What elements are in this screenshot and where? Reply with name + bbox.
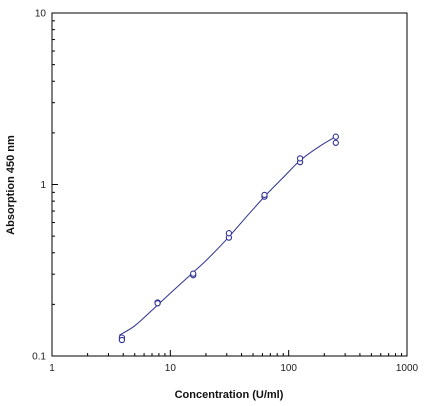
- data-point: [190, 270, 197, 277]
- data-point: [332, 133, 339, 140]
- data-point: [154, 300, 161, 307]
- x-tick-label: 1000: [396, 363, 419, 374]
- plot-frame: [51, 12, 408, 357]
- y-axis-title: Absorption 450 nm: [5, 135, 17, 235]
- x-tick-label: 10: [165, 363, 177, 374]
- data-point: [225, 230, 233, 237]
- data-point: [261, 191, 268, 199]
- data-point: [332, 139, 339, 146]
- y-tick-label: 10: [35, 9, 47, 20]
- x-tick-label: 1: [49, 363, 55, 374]
- x-axis-title: Concentration (U/ml): [175, 389, 284, 401]
- y-tick-label: 0.1: [32, 352, 46, 363]
- data-point: [118, 336, 126, 344]
- x-axis: 1 10 100 1000: [49, 350, 419, 374]
- x-tick-label: 100: [280, 363, 297, 374]
- y-tick-label: 1: [40, 180, 46, 191]
- data-points: [118, 133, 339, 344]
- data-point: [296, 155, 304, 162]
- y-axis: 0.1 1 10: [32, 9, 58, 363]
